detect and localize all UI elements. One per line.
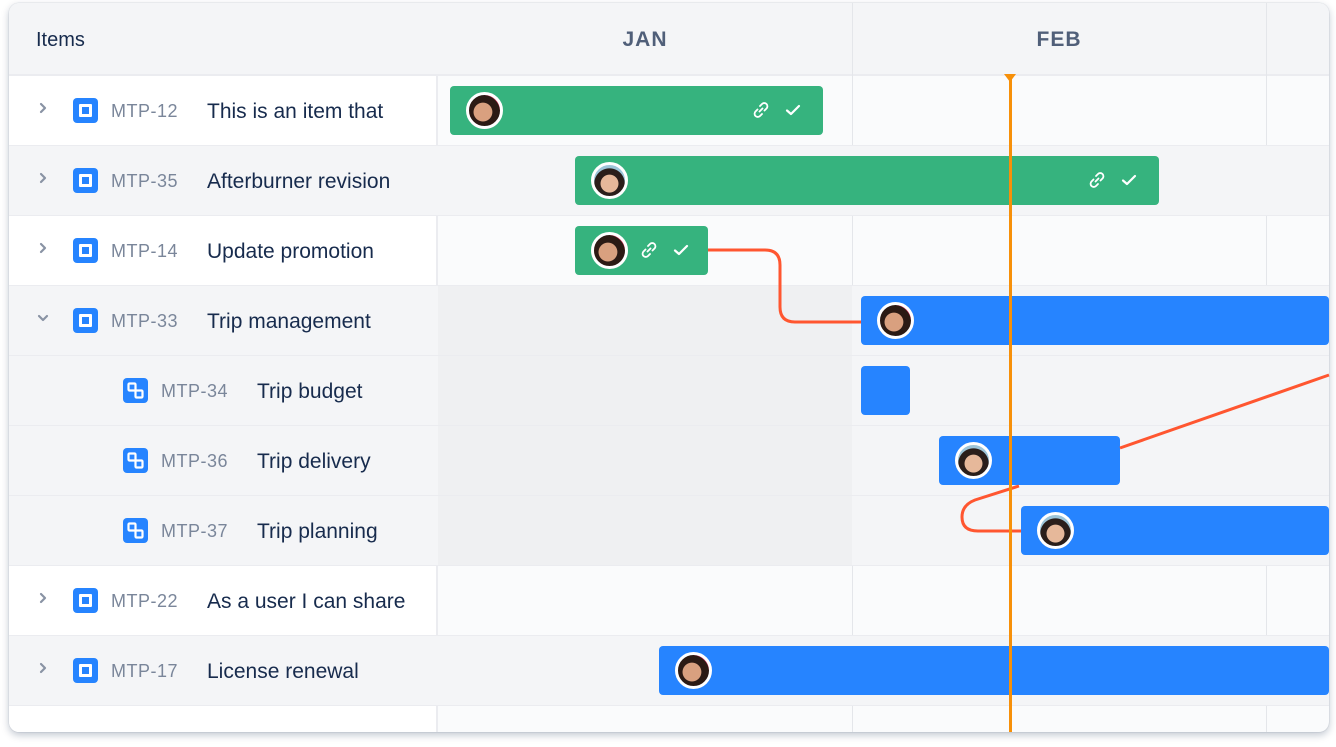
avatar-woman-1[interactable] (675, 652, 712, 689)
list-item[interactable]: MTP-33 Trip management (9, 286, 438, 356)
chevron-right-icon[interactable] (36, 241, 50, 255)
timeline-header: Items JAN FEB (9, 3, 1329, 76)
dependency-line[interactable] (708, 248, 861, 324)
list-item[interactable]: MTP-35 Afterburner revision (9, 146, 438, 216)
issue-key[interactable]: MTP-17 (111, 661, 179, 681)
timeline-bar[interactable] (450, 86, 823, 135)
avatar-woman-2[interactable] (1037, 512, 1074, 549)
story-icon (73, 588, 98, 613)
timeline-bar[interactable] (939, 436, 1120, 485)
timeline-row (438, 286, 1329, 356)
story-icon (73, 168, 98, 193)
issue-key[interactable]: MTP-34 (161, 381, 229, 401)
issue-title[interactable]: Trip delivery (257, 450, 371, 473)
issue-title[interactable]: Update promotion (207, 240, 374, 263)
timeline-cell (438, 496, 852, 565)
timeline-bar[interactable] (861, 296, 1329, 345)
today-marker-handle[interactable] (1004, 74, 1016, 82)
issue-title[interactable]: License renewal (207, 660, 359, 683)
issue-key[interactable]: MTP-35 (111, 171, 179, 191)
dependency-line[interactable] (960, 484, 1021, 533)
month-feb: FEB (1036, 28, 1082, 51)
timeline-row (438, 636, 1329, 706)
timeline-bar[interactable] (659, 646, 1329, 695)
timeline-bar[interactable] (1021, 506, 1329, 555)
link-icon[interactable] (751, 100, 771, 120)
story-icon (73, 238, 98, 263)
link-icon[interactable] (1087, 170, 1107, 190)
check-icon[interactable] (783, 100, 803, 120)
timeline-row (438, 356, 1329, 426)
list-item[interactable]: MTP-37 Trip planning (9, 496, 438, 566)
issue-key[interactable]: MTP-33 (111, 311, 179, 331)
issue-key[interactable]: MTP-36 (161, 451, 229, 471)
list-item[interactable]: MTP-14 Update promotion (9, 216, 438, 286)
timeline-cell (438, 426, 852, 495)
issue-key[interactable]: MTP-14 (111, 241, 179, 261)
issue-title[interactable]: Afterburner revision (207, 170, 391, 193)
issue-title[interactable]: Trip planning (257, 520, 378, 543)
timeline-cell (438, 356, 852, 425)
list-item[interactable]: MTP-34 Trip budget (9, 356, 438, 426)
timeline-bar[interactable] (575, 156, 1159, 205)
today-marker-line (1009, 75, 1012, 732)
timeline-row (438, 566, 1329, 636)
timeline-row (438, 146, 1329, 216)
timeline-row (438, 76, 1329, 146)
avatar-woman-1[interactable] (591, 232, 628, 269)
chevron-right-icon[interactable] (36, 101, 50, 115)
timeline-row (438, 426, 1329, 496)
link-icon[interactable] (639, 240, 659, 260)
list-item[interactable]: MTP-17 License renewal (9, 636, 438, 706)
avatar-woman-2[interactable] (955, 442, 992, 479)
story-icon (73, 658, 98, 683)
avatar-woman-2[interactable] (591, 162, 628, 199)
timeline-bar[interactable] (575, 226, 708, 275)
story-icon (73, 308, 98, 333)
check-icon[interactable] (671, 240, 691, 260)
list-item[interactable]: MTP-36 Trip delivery (9, 426, 438, 496)
avatar-woman-1[interactable] (877, 302, 914, 339)
check-icon[interactable] (1119, 170, 1139, 190)
subtask-icon (123, 448, 148, 473)
timeline-grid (438, 3, 1329, 732)
issue-key[interactable]: MTP-12 (111, 101, 179, 121)
issue-title[interactable]: As a user I can share (207, 590, 406, 613)
story-icon (73, 98, 98, 123)
issue-title[interactable]: Trip budget (257, 380, 363, 403)
timeline-row (438, 496, 1329, 566)
chevron-right-icon[interactable] (36, 171, 50, 185)
timeline-cell (438, 286, 852, 355)
issue-title[interactable]: This is an item that (207, 100, 384, 123)
subtask-icon (123, 518, 148, 543)
subtask-icon (123, 378, 148, 403)
items-column-header: Items (36, 29, 85, 51)
timeline-row (438, 216, 1329, 286)
dependency-line[interactable] (1119, 373, 1330, 450)
chevron-right-icon[interactable] (36, 591, 50, 605)
month-jan: JAN (622, 28, 668, 51)
chevron-right-icon[interactable] (36, 661, 50, 675)
list-item[interactable]: MTP-22 As a user I can share (9, 566, 438, 636)
avatar-woman-1[interactable] (466, 92, 503, 129)
timeline-roadmap: Items JAN FEB MTP-12 This is an item that… (9, 3, 1329, 732)
chevron-down-icon[interactable] (36, 311, 50, 325)
issue-key[interactable]: MTP-22 (111, 591, 179, 611)
items-list: MTP-12 This is an item that MTP-35 Afterbur… (9, 76, 438, 732)
list-item[interactable]: MTP-12 This is an item that (9, 76, 438, 146)
issue-title[interactable]: Trip management (207, 310, 371, 333)
issue-key[interactable]: MTP-37 (161, 521, 229, 541)
timeline-bar[interactable] (861, 366, 910, 415)
